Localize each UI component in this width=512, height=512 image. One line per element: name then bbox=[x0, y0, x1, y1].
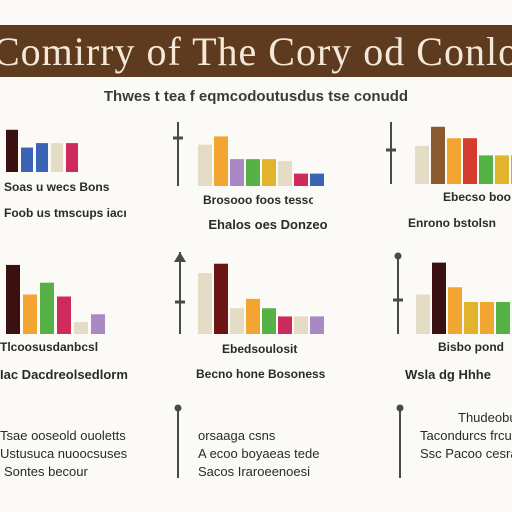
bar-3 bbox=[447, 138, 461, 184]
text-block-r3c1-line-3: Sontes becour bbox=[4, 464, 88, 479]
chart-r2c2-label-2: Becno hone Bosoness bbox=[196, 367, 326, 381]
bar-5 bbox=[480, 302, 494, 334]
bar-4 bbox=[57, 296, 71, 334]
chart-r1c3-label-1: Ebecso boolor bbox=[443, 190, 511, 204]
title-banner: Comirry of The Cory od Conlo bbox=[0, 25, 512, 77]
bar-3 bbox=[448, 287, 462, 334]
chart-r1c3-label-2: Enrono bstolsn bbox=[408, 216, 496, 230]
text-block-r3c1-line-1: Tsae ooseold ouoletts bbox=[0, 428, 126, 443]
bar-7 bbox=[294, 173, 308, 186]
bar-1 bbox=[415, 145, 429, 184]
bar-4 bbox=[246, 298, 260, 334]
bar-8 bbox=[310, 316, 324, 334]
chart-r1c2 bbox=[173, 122, 324, 186]
chart-r1c1-label-2: Foob us tmscups iacr bbox=[4, 206, 126, 220]
bar-5 bbox=[66, 143, 78, 172]
bar-6 bbox=[278, 161, 292, 186]
bar-1 bbox=[198, 144, 212, 186]
text-block-r3c3-line-3: Ssc Pacoo cesrane bbox=[420, 446, 512, 461]
page-title: Comirry of The Cory od Conlo bbox=[0, 28, 512, 74]
chart-r1c1 bbox=[6, 129, 78, 172]
text-block-r3c3-line-2: Tacondurcs frcusdm bbox=[420, 428, 512, 443]
bar-2 bbox=[214, 263, 228, 334]
bar-2 bbox=[21, 147, 33, 172]
bar-1 bbox=[416, 294, 430, 334]
chart-r2c2 bbox=[174, 252, 324, 334]
chart-r2c3-label-1: Bisbo pond bbox=[438, 340, 504, 354]
bar-5 bbox=[262, 308, 276, 334]
bar-2 bbox=[432, 262, 446, 334]
axis-stub-r3c2 bbox=[174, 404, 182, 478]
bar-4 bbox=[463, 138, 477, 184]
chart-r1c2-label-1: Brosooo foos tesso bbox=[203, 193, 313, 207]
bar-1 bbox=[6, 129, 18, 172]
text-block-r3c2-line-3: Sacos Iraroeenoesi bbox=[198, 464, 311, 479]
bar-3 bbox=[36, 143, 48, 172]
bar-1 bbox=[6, 264, 20, 334]
bar-5 bbox=[262, 159, 276, 186]
bar-3 bbox=[230, 159, 244, 186]
bar-6 bbox=[91, 314, 105, 334]
bar-6 bbox=[278, 316, 292, 334]
chart-r2c2-label-1: Ebedsoulosit bbox=[222, 342, 298, 356]
text-block-r3c1-line-2: Ustusuca nuoocsuses bbox=[0, 446, 128, 461]
axis-stub-r3c3 bbox=[396, 404, 404, 478]
bar-2 bbox=[431, 126, 445, 184]
chart-r2c1 bbox=[6, 264, 105, 334]
chart-axis-arrow bbox=[174, 252, 186, 262]
bar-4 bbox=[51, 143, 63, 172]
chart-r2c1-label-1: Tlcoosusdanbcsl bbox=[0, 340, 99, 354]
bar-3 bbox=[40, 282, 54, 334]
chart-r1c3 bbox=[386, 122, 512, 184]
bar-2 bbox=[214, 136, 228, 186]
bar-8 bbox=[310, 173, 324, 186]
text-block-r3c3-line-1: Thudeobusrd bbox=[458, 410, 512, 425]
bar-5 bbox=[74, 322, 88, 334]
bar-3 bbox=[230, 308, 244, 334]
bar-1 bbox=[198, 273, 212, 334]
chart-r2c3 bbox=[393, 252, 510, 334]
bar-2 bbox=[23, 294, 37, 334]
page-subtitle: Thwes t tea f eqmcodoutusdus tse conudd bbox=[103, 88, 409, 105]
chart-r2c3-label-2: Wsla dg Hhhe bbox=[405, 367, 491, 382]
bar-4 bbox=[464, 302, 478, 334]
bar-7 bbox=[294, 316, 308, 334]
text-block-r3c2-line-2: A ecoo boyaeas tede bbox=[198, 446, 320, 461]
bar-4 bbox=[246, 159, 260, 186]
text-block-r3c2-line-1: orsaaga csns bbox=[198, 428, 276, 443]
chart-r1c2-label-2: Ehalos oes Donzeo bbox=[208, 217, 328, 232]
chart-axis-cap bbox=[394, 252, 402, 260]
bar-5 bbox=[479, 155, 493, 184]
chart-r2c1-label-2: Iac Dacdreolsedlorm bbox=[0, 367, 128, 382]
bar-6 bbox=[496, 302, 510, 334]
chart-r1c1-label-1: Soas u wecs Bons bbox=[4, 180, 110, 194]
bar-6 bbox=[495, 155, 509, 184]
